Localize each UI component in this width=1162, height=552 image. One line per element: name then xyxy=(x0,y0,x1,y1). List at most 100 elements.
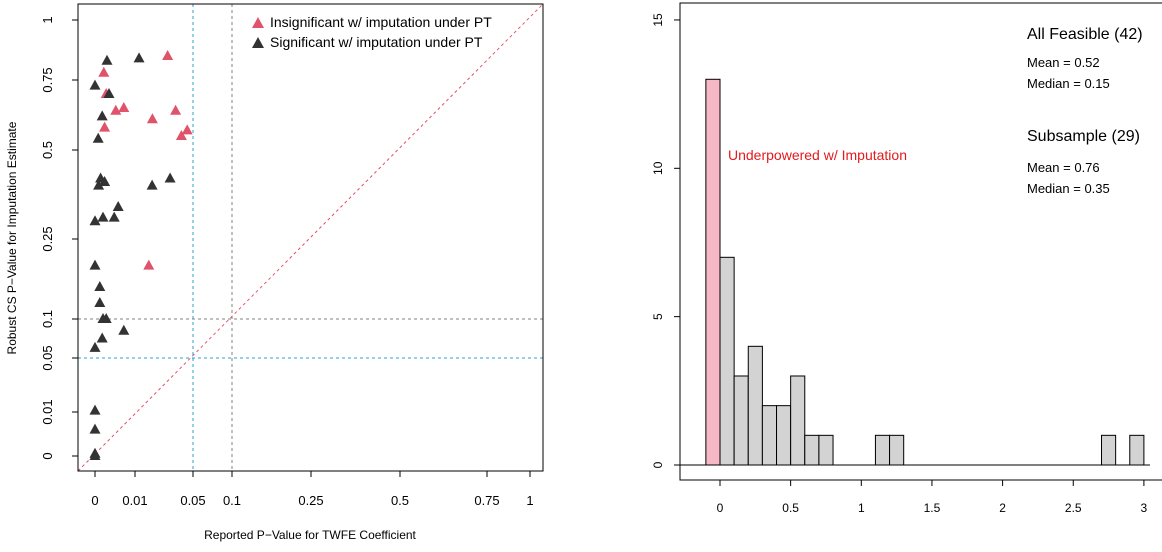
x-tick-label: 0.1 xyxy=(223,493,241,508)
x-tick-label: 0.5 xyxy=(391,493,409,508)
x-tick-label: 0.25 xyxy=(298,493,323,508)
scatter-y-axis: 0 0.01 0.05 0.1 0.25 0.5 0.75 1 xyxy=(40,16,78,460)
y-tick-label: 0.5 xyxy=(40,141,55,159)
significant-point xyxy=(133,52,145,63)
y-tick-label: 0.05 xyxy=(40,345,55,370)
x-tick-label: 1 xyxy=(526,493,533,508)
x-tick-label: 0.05 xyxy=(180,493,205,508)
x-tick-label: 2 xyxy=(999,501,1006,515)
histogram-bar xyxy=(889,434,905,466)
underpowered-label: Underpowered w/ Imputation xyxy=(728,147,907,163)
reference-lines xyxy=(77,3,544,472)
significant-point xyxy=(99,176,111,187)
insignificant-point xyxy=(143,259,155,270)
scatter-y-axis-title: Robust CS P−Value for Imputation Estimat… xyxy=(5,121,19,354)
y-tick-label: 0 xyxy=(651,461,665,468)
y-tick-label: 15 xyxy=(651,13,665,27)
y-tick-label: 0.75 xyxy=(40,67,55,92)
subsample-mean: Mean = 0.76 xyxy=(1027,160,1100,175)
scatter-panel: 0 0.01 0.05 0.1 0.25 0.5 0.75 1 0 0.01 0.05 0.1 0.2… xyxy=(5,3,544,542)
significant-point xyxy=(89,259,101,270)
insignificant-point xyxy=(170,104,182,115)
histogram-bar xyxy=(790,375,806,466)
insignificant-point xyxy=(175,130,187,140)
y-tick-label: 5 xyxy=(651,313,665,320)
significant-point xyxy=(89,404,101,415)
scatter-points xyxy=(89,50,193,460)
insignificant-point xyxy=(99,121,111,132)
y-tick-label: 0.25 xyxy=(40,226,55,251)
histogram-bar xyxy=(1101,434,1117,466)
scatter-x-axis-title: Reported P−Value for TWFE Coefficient xyxy=(204,528,416,542)
scatter-legend: Insignificant w/ imputation under PT Sig… xyxy=(252,14,492,50)
significant-point xyxy=(94,281,106,291)
significant-point xyxy=(96,332,108,343)
histogram-bar xyxy=(747,345,763,466)
y-tick-label: 0.01 xyxy=(40,399,55,424)
insignificant-point xyxy=(181,124,193,135)
histogram-bar xyxy=(776,405,792,466)
x-tick-label: 0 xyxy=(91,493,98,508)
histogram-bar xyxy=(818,434,834,466)
significant-point xyxy=(97,211,109,222)
scatter-x-axis: 0 0.01 0.05 0.1 0.25 0.5 0.75 1 xyxy=(91,471,534,508)
histogram-bar xyxy=(874,434,891,466)
insignificant-point xyxy=(118,102,130,112)
x-tick-label: 0 xyxy=(717,501,724,515)
significant-point xyxy=(92,132,104,143)
x-tick-label: 3 xyxy=(1141,501,1148,515)
underpowered-bar xyxy=(705,78,721,466)
insignificant-point xyxy=(110,104,122,115)
y-tick-label: 0 xyxy=(40,452,55,459)
significant-point xyxy=(146,179,158,190)
subsample-title: Subsample (29) xyxy=(1027,128,1140,145)
all-feasible-title: All Feasible (42) xyxy=(1027,26,1143,43)
histogram-bar xyxy=(804,434,820,466)
significant-point xyxy=(101,54,113,65)
x-tick-label: 1.5 xyxy=(924,501,941,515)
diagonal-reference-line xyxy=(77,3,544,472)
histogram-panel: 0 0.5 1 1.5 2 2.5 3 0 5 10 15 Underpowered w/ Imp… xyxy=(651,2,1162,515)
significant-point xyxy=(89,341,101,352)
significant-point xyxy=(94,297,106,307)
x-tick-label: 0.5 xyxy=(782,501,799,515)
significant-point xyxy=(112,200,124,211)
significant-point xyxy=(89,423,101,434)
significant-point xyxy=(89,215,101,226)
significant-point xyxy=(103,88,115,98)
all-feasible-mean: Mean = 0.52 xyxy=(1027,55,1100,70)
significant-point xyxy=(93,179,105,190)
significant-point xyxy=(118,324,130,335)
y-tick-label: 10 xyxy=(651,161,665,175)
significant-point xyxy=(108,211,120,222)
insignificant-point xyxy=(146,113,158,124)
significant-point xyxy=(100,313,112,323)
x-tick-label: 2.5 xyxy=(1065,501,1082,515)
significant-point xyxy=(89,79,101,90)
histogram-bar xyxy=(719,256,735,466)
insignificant-point xyxy=(162,50,174,60)
legend-label-significant: Significant w/ imputation under PT xyxy=(270,34,483,50)
legend-label-insignificant: Insignificant w/ imputation under PT xyxy=(270,14,492,30)
subsample-median: Median = 0.35 xyxy=(1027,181,1110,196)
y-tick-label: 1 xyxy=(40,16,55,23)
histogram-bars xyxy=(705,78,1145,466)
histogram-x-axis: 0 0.5 1 1.5 2 2.5 3 xyxy=(717,480,1148,515)
histogram-bar xyxy=(733,375,749,466)
significant-point xyxy=(89,450,101,460)
x-tick-label: 0.01 xyxy=(122,493,147,508)
x-tick-label: 0.75 xyxy=(474,493,499,508)
legend-marker-insignificant xyxy=(252,17,264,28)
histogram-bar xyxy=(1129,434,1145,466)
legend-marker-significant xyxy=(252,37,264,48)
all-feasible-median: Median = 0.15 xyxy=(1027,76,1110,91)
significant-point xyxy=(96,110,108,121)
histogram-y-axis: 0 5 10 15 xyxy=(651,13,680,468)
y-tick-label: 0.1 xyxy=(40,310,55,328)
x-tick-label: 1 xyxy=(858,501,865,515)
histogram-bar xyxy=(761,405,778,466)
histogram-plot-frame xyxy=(679,2,1162,481)
significant-point xyxy=(164,172,176,183)
insignificant-point xyxy=(98,66,110,77)
